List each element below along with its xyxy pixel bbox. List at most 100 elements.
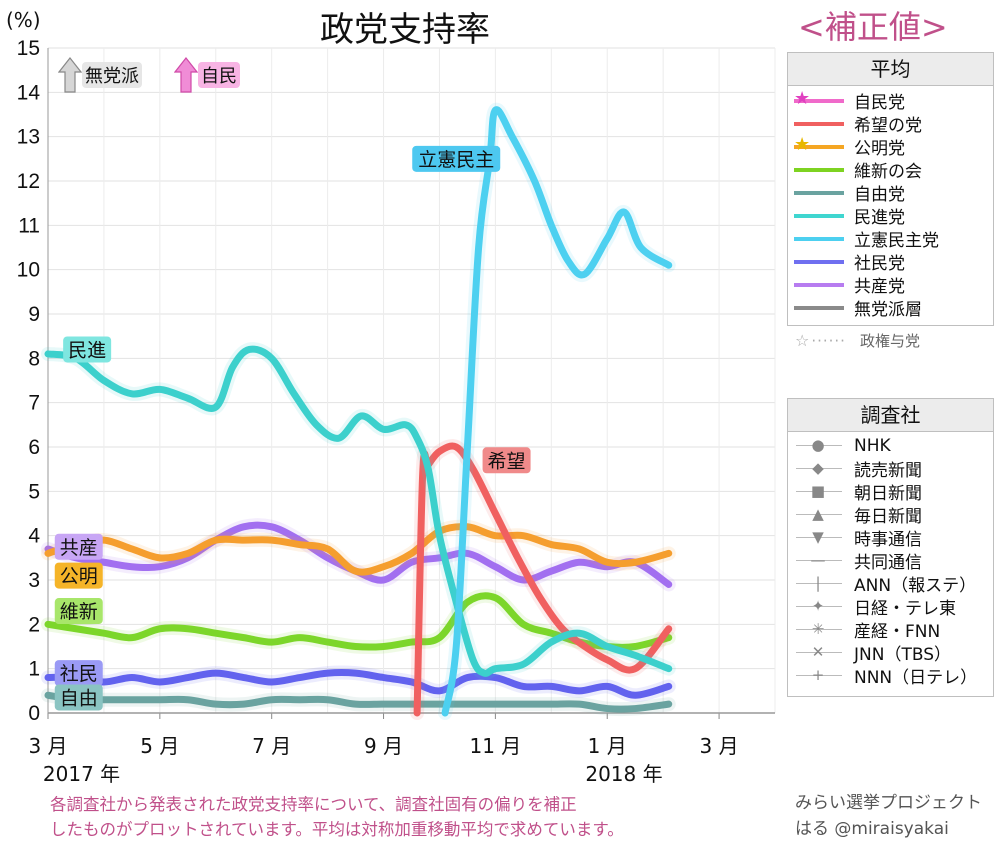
series-line-立憲民主党 <box>441 106 673 717</box>
series-tag-label: 共産 <box>60 537 98 559</box>
y-tick-label: 12 <box>17 170 40 193</box>
legend-average-label: 維新の会 <box>854 162 922 182</box>
x-tick-label: 9 月 <box>364 734 403 758</box>
y-tick-label: 6 <box>28 436 40 459</box>
y-tick-label: 0 <box>28 702 40 725</box>
legend-pollster-item: ▲ 毎日新聞 <box>788 503 993 527</box>
x-year-label: 2017 年 <box>43 762 120 786</box>
series-tag-label: 希望 <box>488 450 526 472</box>
legend-average-label: 社民党 <box>854 254 905 274</box>
series-tag-自由: 自由 <box>54 684 103 711</box>
series-tag-label: 公明 <box>60 566 98 588</box>
legend-average-label: 自由党 <box>854 185 905 205</box>
legend-average-title: 平均 <box>788 53 993 86</box>
footer-note: 各調査社から発表された政党支持率について、調査社固有の偏りを補正 したものがプロ… <box>50 792 624 842</box>
up-arrow-icon <box>58 57 82 93</box>
legend-average-label: 民進党 <box>854 208 905 228</box>
legend-pollster-label: 時事通信 <box>854 530 922 550</box>
pollster-symbol-icon: ✳ <box>788 618 848 641</box>
series-tag-社民: 社民 <box>54 660 103 687</box>
series-tag-bg <box>54 533 103 560</box>
legend-average-item: 希望の党 <box>788 112 993 136</box>
y-tick-label: 1 <box>28 658 40 681</box>
credit-project: みらい選挙プロジェクト <box>795 793 982 813</box>
legend-line-swatch <box>788 158 848 181</box>
nonpartisan-tag: 無党派 <box>82 62 142 88</box>
legend-line-swatch <box>788 204 848 227</box>
series-tag-共産: 共産 <box>54 533 103 560</box>
series-tag-bg <box>54 684 103 711</box>
pollster-symbol-icon: ● <box>788 434 848 457</box>
chart-axes <box>47 48 775 719</box>
x-tick-label: 7 月 <box>252 734 291 758</box>
legend-pollsters: 調査社 ● NHK ◆ 読売新聞 ■ 朝日新聞 ▲ 毎日新聞 ▼ 時事通信 — 共同通信 | ANN（報ス… <box>787 398 994 697</box>
pollster-symbol-icon: | <box>788 572 848 595</box>
x-tick-label: 5 月 <box>140 734 179 758</box>
legend-pollster-label: 共同通信 <box>854 553 922 573</box>
correction-label: <補正値> <box>798 8 948 46</box>
up-arrow-icon <box>174 57 198 93</box>
legend-pollster-item: | ANN（報ステ） <box>788 572 993 596</box>
legend-pollster-label: NNN（日テレ） <box>854 668 978 688</box>
legend-line-swatch <box>788 296 848 319</box>
chart-series-lines <box>41 102 676 720</box>
series-tag-bg <box>54 562 103 589</box>
legend-pollster-item: ✦ 日経・テレ東 <box>788 595 993 619</box>
legend-line-swatch: ★ <box>788 134 848 158</box>
legend-line-swatch <box>788 227 848 250</box>
legend-pollster-item: ■ 朝日新聞 <box>788 480 993 504</box>
legend-average-item: 社民党 <box>788 250 993 274</box>
legend-average-item: 自由党 <box>788 181 993 205</box>
x-tick-label: 3 月 <box>28 734 67 758</box>
legend-average-item: ★ 公明党 <box>788 134 993 159</box>
series-tag-label: 維新 <box>60 601 98 623</box>
x-tick-label: 1 月 <box>588 734 627 758</box>
legend-pollster-label: 読売新聞 <box>854 461 922 481</box>
dots-icon: ······ <box>811 331 846 350</box>
pollster-symbol-icon: ■ <box>788 480 848 503</box>
legend-average-label: 自民党 <box>854 93 905 113</box>
legend-pollster-item: ✕ JNN（TBS） <box>788 641 993 665</box>
y-tick-label: 2 <box>28 613 40 636</box>
series-line-自由党 <box>44 691 673 713</box>
legend-pollsters-title: 調査社 <box>788 399 993 432</box>
star-icon: ★ <box>794 88 811 109</box>
series-tag-bg <box>54 598 103 625</box>
series-line-民進党 <box>44 345 673 677</box>
legend-average-label: 公明党 <box>854 139 905 159</box>
y-tick-label: 13 <box>17 126 40 149</box>
legend-line-swatch <box>788 112 848 135</box>
credit-author: はる @miraisyakai <box>795 819 949 839</box>
legend-pollster-item: ✳ 産経・FNN <box>788 618 993 642</box>
series-tag-label: 民進 <box>68 339 106 361</box>
series-tag-label: 自由 <box>60 687 98 709</box>
pollster-symbol-icon: ▲ <box>788 503 848 526</box>
off-chart-indicator-ldp: 自民 <box>174 56 240 94</box>
legend-average-item: 維新の会 <box>788 158 993 182</box>
y-tick-label: 8 <box>28 347 40 370</box>
legend-line-swatch <box>788 250 848 273</box>
series-tag-維新: 維新 <box>54 598 103 625</box>
y-tick-label: 10 <box>17 259 40 282</box>
legend-line-swatch <box>788 181 848 204</box>
series-tag-立憲民主: 立憲民主 <box>412 145 501 172</box>
series-line-公明党 <box>44 523 673 576</box>
legend-average-label: 共産党 <box>854 277 905 297</box>
x-tick-label: 11 月 <box>469 734 521 758</box>
credit: みらい選挙プロジェクト はる @miraisyakai <box>795 790 982 842</box>
legend-line-swatch <box>788 273 848 296</box>
pollster-symbol-icon: ✕ <box>788 641 848 664</box>
series-tag-label: 社民 <box>60 663 98 685</box>
chart-grid <box>47 47 776 714</box>
pollster-symbol-icon: — <box>788 549 848 572</box>
legend-pollster-label: ANN（報ステ） <box>854 576 977 596</box>
star-icon: ☆ <box>795 331 810 350</box>
legend-pollster-label: 日経・テレ東 <box>854 599 956 619</box>
legend-average-item: 民進党 <box>788 204 993 228</box>
legend-pollster-label: JNN（TBS） <box>854 645 951 665</box>
legend-average: 平均 ★ 自民党 希望の党 ★ 公明党 維新の会 自由党 民進党 立憲民主党 社民党 共産党 無党派層 <box>787 52 994 326</box>
pollster-symbol-icon: ◆ <box>788 457 848 480</box>
